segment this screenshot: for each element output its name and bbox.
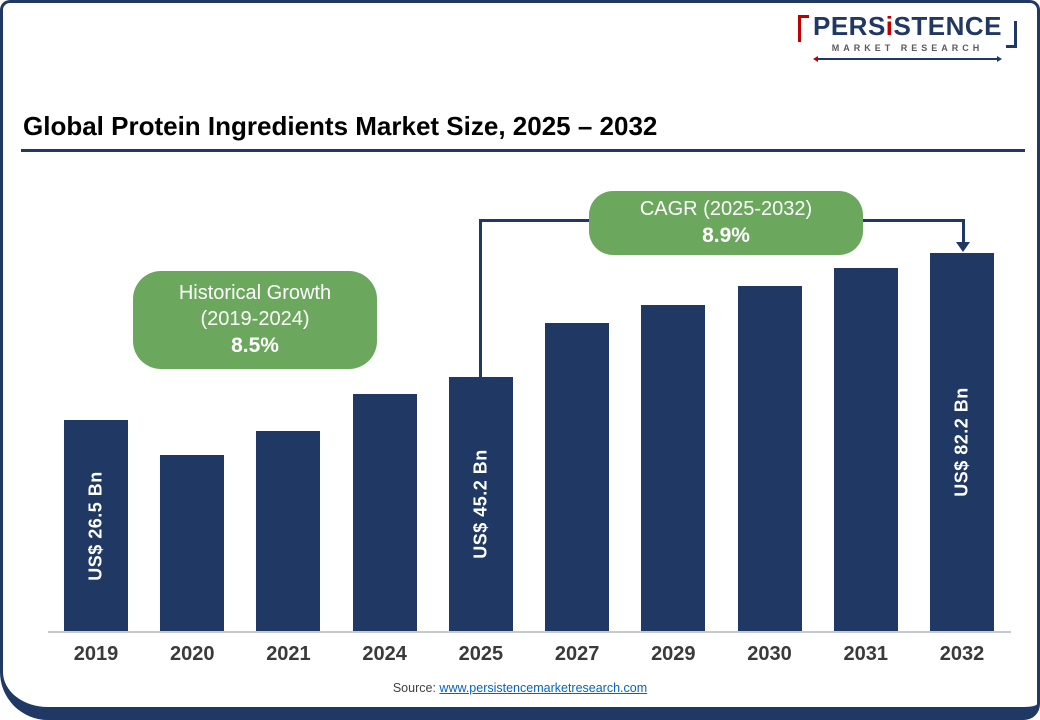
- bar-chart: US$ 26.5 Bn US$ 45.2 Bn US$ 82.2 Bn: [64, 173, 994, 631]
- x-axis-label-2024: 2024: [362, 643, 407, 665]
- logo-left-arrow-icon: [812, 56, 818, 63]
- cagr-connector-right-horizontal: [859, 219, 965, 222]
- x-axis-label-2025: 2025: [458, 643, 504, 665]
- x-axis-label-2032: 2032: [939, 643, 985, 665]
- cagr-connector-right-vertical: [962, 219, 965, 243]
- logo-subtitle: MARKET RESEARCH: [831, 43, 984, 54]
- bar-2019: US$ 26.5 Bn: [64, 420, 128, 631]
- cagr-connector-left-vertical: [479, 219, 482, 379]
- x-axis-labels: 2019 2020 2021 2024 2025 2027 2029 2030 2031 2032: [64, 643, 994, 666]
- x-axis-label-2020: 2020: [169, 643, 215, 665]
- bar-2020: [160, 455, 225, 631]
- cagr-connector-left-horizontal: [479, 219, 593, 222]
- x-axis-line: [48, 631, 1011, 633]
- x-axis-label-2021: 2021: [266, 643, 311, 665]
- cagr-connector-arrow-down-icon: [956, 242, 970, 252]
- historical-growth-value: 8.5%: [231, 334, 279, 358]
- logo-underline-icon: [812, 56, 1002, 63]
- bar-2027: [545, 323, 610, 631]
- historical-growth-title: Historical Growth: [178, 282, 332, 305]
- x-axis-label-2031: 2031: [843, 643, 889, 665]
- source-link[interactable]: www.persistencemarketresearch.com: [439, 681, 648, 695]
- logo-right-arrow-icon: [997, 56, 1002, 63]
- x-axis-label-2030: 2030: [747, 643, 792, 665]
- cagr-value: 8.9%: [702, 224, 750, 248]
- cagr-title: CAGR (2025-2032): [639, 198, 813, 221]
- logo-left-bracket-icon: [797, 15, 809, 42]
- bar-2021: [256, 431, 321, 631]
- bar-2032: US$ 82.2 Bn: [929, 253, 994, 631]
- persistence-logo: PERSiSTENCE MARKET RESEARCH: [797, 11, 1017, 63]
- bar-value-label-2032: US$ 82.2 Bn: [951, 387, 972, 497]
- bar-value-label-2019: US$ 26.5 Bn: [85, 470, 106, 581]
- logo-right-bracket-icon: [1006, 21, 1017, 49]
- x-axis-label-2029: 2029: [651, 643, 696, 665]
- x-axis-label-2027: 2027: [554, 643, 600, 665]
- page-title: Global Protein Ingredients Market Size, …: [23, 111, 658, 141]
- logo-brand-text: PERSiSTENCE: [812, 11, 1002, 41]
- source-label: Source:: [392, 681, 436, 695]
- bar-value-label-2025: US$ 45.2 Bn: [470, 449, 491, 559]
- bar-2030: [737, 286, 802, 631]
- title-divider: [21, 149, 1025, 152]
- bar-2029: [641, 305, 706, 631]
- bar-2031: [833, 268, 898, 631]
- source-line: Source: www.persistencemarketresearch.co…: [3, 681, 1037, 695]
- x-axis-label-2019: 2019: [73, 643, 119, 665]
- bar-2025: US$ 45.2 Bn: [448, 377, 513, 631]
- historical-growth-callout: Historical Growth (2019-2024) 8.5%: [133, 271, 377, 369]
- bar-2024: [352, 394, 417, 631]
- cagr-callout: CAGR (2025-2032) 8.9%: [589, 191, 863, 255]
- logo-red-i: i: [885, 11, 894, 41]
- historical-growth-period: (2019-2024): [200, 308, 310, 331]
